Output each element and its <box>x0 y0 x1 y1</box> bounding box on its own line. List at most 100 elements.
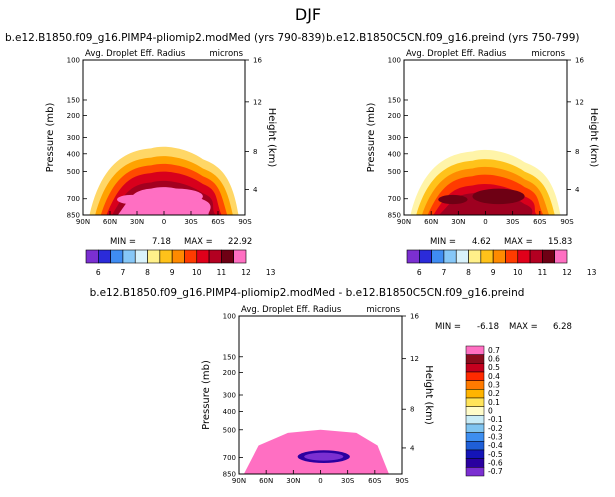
y-tick-label: 100 <box>223 313 236 321</box>
colorbar-swatch <box>184 249 198 264</box>
max-value: 6.28 <box>553 322 572 332</box>
x-tick-label: 90N <box>232 477 246 485</box>
x-tick-label: 0 <box>318 477 322 485</box>
panel-1: b.e12.B1850.f09_g16.PIMP4-pliomip2.modMe… <box>5 32 325 226</box>
colorbar-label: 8 <box>466 268 471 277</box>
y-tick-label: 400 <box>67 150 80 158</box>
x-tick-label: 0 <box>483 218 487 226</box>
colorbar-swatch <box>419 249 432 264</box>
x-tick-label: 90N <box>76 218 90 226</box>
colorbar-swatch <box>134 249 148 264</box>
height-tick-label: 12 <box>410 355 419 363</box>
contour-core <box>151 188 203 205</box>
contour-fill <box>89 146 239 215</box>
max-value: 22.92 <box>228 237 252 247</box>
colorbar-swatch <box>196 249 210 264</box>
x-tick-label: 30S <box>341 477 355 485</box>
colorbar-swatch <box>221 249 234 264</box>
colorbar-swatch <box>465 363 485 373</box>
colorbar-swatch <box>171 249 185 264</box>
colorbar-label: 12 <box>562 268 572 277</box>
colorbar-swatch <box>465 371 485 381</box>
y-tick-label: 850 <box>388 212 401 220</box>
contour-core <box>438 194 468 205</box>
colorbar-label: -0.2 <box>488 424 503 433</box>
x-tick-label: 90N <box>397 218 411 226</box>
height-tick-label: 16 <box>410 313 419 321</box>
x-tick-label: 90S <box>238 218 252 226</box>
chart-title: b.e12.B1850.f09_g16.PIMP4-pliomip2.modMe… <box>90 287 525 299</box>
y-axis-label-right: Height (km) <box>423 365 434 425</box>
min-value: 7.18 <box>152 237 171 247</box>
colorbar-label: 13 <box>587 268 597 277</box>
x-tick-label: 30N <box>286 477 300 485</box>
contour-core <box>472 188 525 205</box>
y-tick-label: 700 <box>388 195 401 203</box>
colorbar-swatch <box>406 249 420 264</box>
units-label: microns <box>209 49 243 59</box>
units-label: microns <box>366 305 400 315</box>
y-tick-label: 100 <box>388 57 401 65</box>
colorbar-label: 0.7 <box>488 346 500 355</box>
y-axis-label: Pressure (mb) <box>45 103 56 173</box>
colorbar-swatch <box>465 354 485 364</box>
colorbar-swatch <box>468 249 482 264</box>
panel-3: b.e12.B1850.f09_g16.PIMP4-pliomip2.modMe… <box>90 287 525 485</box>
colorbar-label: 0.5 <box>488 363 500 372</box>
colorbar-label: 11 <box>538 268 548 277</box>
colorbar-label: 13 <box>266 268 276 277</box>
colorbar-swatch <box>208 249 222 264</box>
colorbar-label: 6 <box>417 268 422 277</box>
colorbar-label: -0.5 <box>488 450 503 459</box>
y-tick-label: 100 <box>67 57 80 65</box>
page-title: DJF <box>295 5 321 24</box>
colorbar-label: 0.3 <box>488 381 500 390</box>
colorbar-swatch <box>85 249 99 264</box>
y-tick-label: 400 <box>388 150 401 158</box>
y-tick-label: 300 <box>223 392 236 400</box>
y-tick-label: 850 <box>67 212 80 220</box>
colorbar-swatch <box>505 249 519 264</box>
colorbar-swatch <box>465 415 485 425</box>
max-value: 15.83 <box>548 237 572 247</box>
chart-title: b.e12.B1850C5CN.f09_g16.preind (yrs 750-… <box>326 32 579 44</box>
panel-2: b.e12.B1850C5CN.f09_g16.preind (yrs 750-… <box>326 32 599 226</box>
x-tick-label: 90S <box>395 477 409 485</box>
colorbar-label: 0 <box>488 407 493 416</box>
colorbar-swatch <box>465 380 485 390</box>
y-tick-label: 500 <box>67 168 80 176</box>
x-tick-label: 90S <box>560 218 574 226</box>
colorbar-swatch <box>465 432 485 442</box>
colorbar-2: 6 7 8 9 10 11 12 13 <box>406 249 597 277</box>
colorbar-label: -0.1 <box>488 415 503 424</box>
colorbar-label: 8 <box>145 268 150 277</box>
units-label: microns <box>531 49 565 59</box>
colorbar-swatch <box>465 389 485 399</box>
max-label: MAX = <box>504 237 533 247</box>
height-tick-label: 16 <box>253 57 262 65</box>
contour-core <box>304 452 344 461</box>
colorbar-label: 9 <box>491 268 496 277</box>
height-tick-label: 16 <box>575 57 584 65</box>
colorbar-swatch <box>465 406 485 416</box>
contour-fill <box>410 149 561 215</box>
colorbar-swatch <box>554 249 568 264</box>
colorbar-label: 7 <box>121 268 126 277</box>
y-tick-label: 500 <box>388 168 401 176</box>
y-axis-label: Pressure (mb) <box>366 103 377 173</box>
colorbar-label: -0.7 <box>488 467 503 476</box>
height-tick-label: 4 <box>410 444 415 452</box>
x-tick-label: 60N <box>424 218 438 226</box>
y-axis-label-right: Height (km) <box>588 108 599 168</box>
colorbar-swatch <box>492 249 506 264</box>
height-tick-label: 8 <box>253 148 257 156</box>
colorbar-label: 0.4 <box>488 372 500 381</box>
y-tick-label: 300 <box>67 134 80 142</box>
colorbar-label: 0.6 <box>488 355 500 364</box>
field-label: Avg. Droplet Eff. Radius <box>85 49 186 59</box>
height-tick-label: 8 <box>575 148 579 156</box>
max-label: MAX = <box>184 237 213 247</box>
field-label: Avg. Droplet Eff. Radius <box>241 305 342 315</box>
colorbar-swatch <box>455 249 469 264</box>
y-tick-label: 300 <box>388 134 401 142</box>
